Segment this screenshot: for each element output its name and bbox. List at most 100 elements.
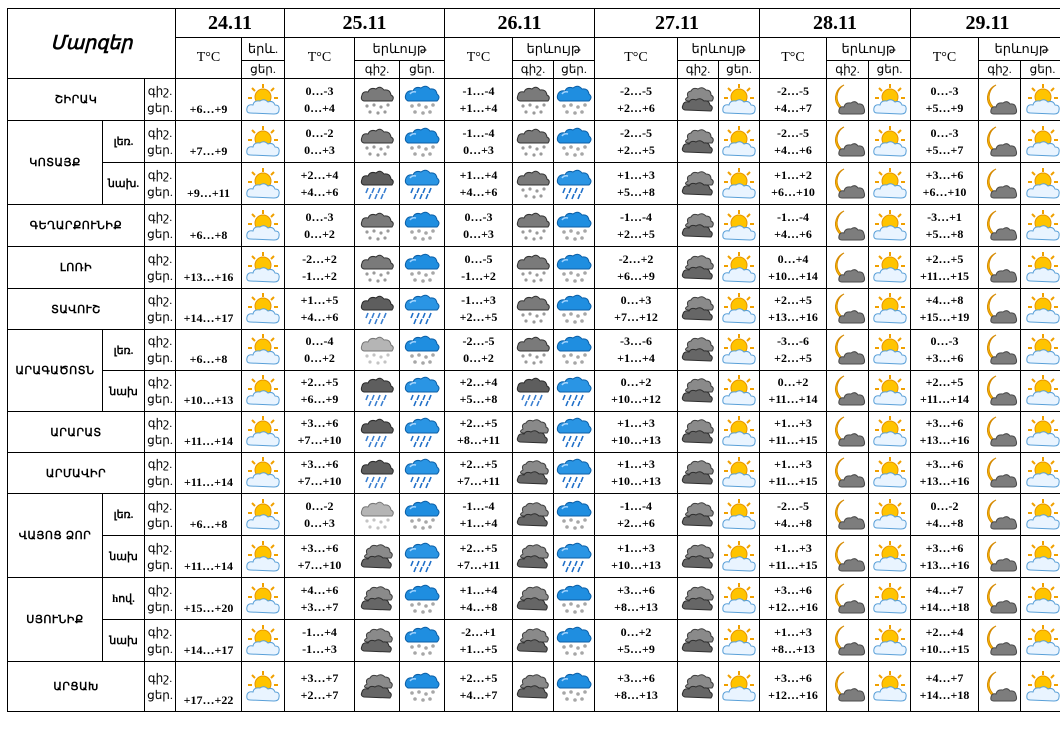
snow-cloud-dark-icon xyxy=(359,83,395,117)
temp-range-night: 0…-3 xyxy=(464,209,493,224)
weather-cell xyxy=(241,162,285,205)
weather-cell xyxy=(553,493,595,536)
weather-cell xyxy=(1020,120,1060,163)
weather-cell xyxy=(978,120,1021,163)
temp-range-night: +1…+3 xyxy=(617,167,655,182)
period-labels: գիշ. ցեր. xyxy=(144,120,176,163)
weather-cell xyxy=(677,619,719,662)
weather-cell xyxy=(354,204,400,247)
temp-range-night: 0…-3 xyxy=(305,209,334,224)
temp-range: 0…+3 +7…+12 xyxy=(594,288,678,330)
night-label: գիշ. xyxy=(147,125,173,140)
table-row: նախ գիշ. ցեր. +10…+13 +2…+5 +6…+9 +2…+4 +5…+8 0…… xyxy=(8,370,1060,412)
temp-range-day: +7…+11 xyxy=(456,557,500,572)
snow-cloud-dark-icon xyxy=(359,209,395,243)
table-row: ԱՐԱՐԱՏ գիշ. ցեր. +11…+14 +3…+6 +7…+10 +2…+5 +8…… xyxy=(7,411,1060,453)
region-name: ՎԱՅՈՑ ՁՈՐ xyxy=(7,493,103,578)
weather-cell xyxy=(241,411,285,453)
temp-range-day: +8…+11 xyxy=(456,433,500,447)
weather-cell xyxy=(1020,535,1060,578)
weather-cell xyxy=(826,120,869,163)
weather-cell xyxy=(553,288,595,330)
sun-cloud-icon xyxy=(721,167,757,201)
temp-range: -1…+3 +2…+5 xyxy=(444,288,513,330)
temp-range: 0…-2 0…+3 xyxy=(284,493,355,536)
night-label: գիշ. xyxy=(147,83,173,98)
night-label: գիշ. xyxy=(147,582,173,597)
temp-range: 0…-3 0…+2 xyxy=(284,204,355,247)
temp-range-day: +4…+7 xyxy=(459,687,498,702)
weather-cell xyxy=(718,619,760,662)
table-row: ԿՈՏԱՅՔ լեռ. գիշ. ցեր. +7…+9 0…-2 0…+3 -1…-4 0…+3… xyxy=(7,120,1060,205)
cloud-dark-icon xyxy=(680,209,716,243)
temp-range-day: +13…+16 xyxy=(919,474,970,488)
rain-cloud-blue-icon xyxy=(404,167,440,201)
sun-cloud-icon xyxy=(1025,292,1060,326)
temp-range-night: +3…+6 xyxy=(925,457,964,471)
sun-cloud-icon xyxy=(721,540,757,574)
temp-range-night: +3…+6 xyxy=(300,457,339,471)
sub-region-label: լեռ. xyxy=(102,329,145,371)
temp-range-night: 0…+4 xyxy=(777,251,809,266)
temp-range: 0…-2 +4…+8 xyxy=(910,493,979,536)
moon-cloud-icon xyxy=(982,374,1018,408)
weather-cell xyxy=(553,204,595,247)
moon-cloud-icon xyxy=(830,670,866,704)
snow-cloud-blue-icon xyxy=(556,292,592,326)
day-label: ցեր. xyxy=(147,268,173,283)
table-row: ԱՐՑԱԽ գիշ. ցեր. +17…+22 +3…+7 +2…+7 +2…+5 +4…+7… xyxy=(7,661,1060,712)
weather-cell xyxy=(553,78,595,121)
snow-cloud-blue-icon xyxy=(556,333,592,367)
weather-cell xyxy=(718,288,760,330)
weather-cell xyxy=(354,411,400,453)
weather-cell xyxy=(553,661,595,712)
moon-cloud-icon xyxy=(982,167,1018,201)
weather-cell xyxy=(512,370,554,412)
temp-range: +4…+8 +15…+19 xyxy=(910,288,979,330)
night-label: գիշ. xyxy=(147,209,173,224)
moon-cloud-icon xyxy=(982,540,1018,574)
temp-range-night: +2…+4 xyxy=(925,624,964,639)
weather-cell xyxy=(677,452,719,494)
temp-range-day: +2…+5 xyxy=(459,310,498,324)
temp-range-night: +1…+3 xyxy=(617,457,655,471)
temp-range-night: -2…-5 xyxy=(777,125,809,140)
table-row: նախ գիշ. ցեր. +14…+17 -1…+4 -1…+3 -2…+1 +1…+5 0…… xyxy=(8,619,1060,662)
temp-day: +6…+9 xyxy=(175,78,242,121)
temp-range: -2…+2 -1…+2 xyxy=(284,246,355,289)
cloud-dark-icon xyxy=(515,582,551,616)
date-header: 25.11 xyxy=(284,8,445,38)
temp-range-day: 0…+3 xyxy=(304,515,335,530)
temp-range: +2…+5 +6…+9 xyxy=(284,370,355,412)
cloud-dark-icon xyxy=(515,456,551,490)
day-label: ցեր. xyxy=(147,184,173,199)
weather-cell xyxy=(354,246,400,289)
moon-cloud-icon xyxy=(982,582,1018,616)
forecast-body: ՇԻՐԱԿ գիշ. ցեր. +6…+9 0…-3 0…+4 -1…-4 +1…+4 -2…-… xyxy=(7,78,1060,712)
temp-range: +3…+6 +7…+10 xyxy=(284,411,355,453)
temp-header: T°C xyxy=(910,37,979,79)
temp-range-day: 0…+3 xyxy=(463,142,494,157)
temp-range-night: -1…+4 xyxy=(302,624,337,639)
sun-cloud-icon xyxy=(872,83,908,117)
weather-cell xyxy=(718,493,760,536)
weather-cell xyxy=(512,619,554,662)
weather-cell xyxy=(399,78,445,121)
sun-cloud-icon xyxy=(1025,415,1060,449)
temp-range-night: 0…+2 xyxy=(777,375,809,389)
temp-range-day: +11…+15 xyxy=(768,433,818,447)
weather-cell xyxy=(553,162,595,205)
weather-cell xyxy=(241,493,285,536)
weather-cell xyxy=(512,452,554,494)
sun-cloud-icon xyxy=(721,83,757,117)
sun-cloud-icon xyxy=(245,582,281,616)
weather-header: երև. xyxy=(241,37,285,61)
weather-cell xyxy=(868,577,911,620)
night-label: գիշ. xyxy=(147,624,173,639)
night-header: գիշ. xyxy=(826,60,869,79)
night-label: գիշ. xyxy=(147,457,173,471)
sun-cloud-icon xyxy=(245,251,281,285)
cloud-dark-icon xyxy=(680,251,716,285)
weather-cell xyxy=(718,329,760,371)
moon-cloud-icon xyxy=(982,125,1018,159)
